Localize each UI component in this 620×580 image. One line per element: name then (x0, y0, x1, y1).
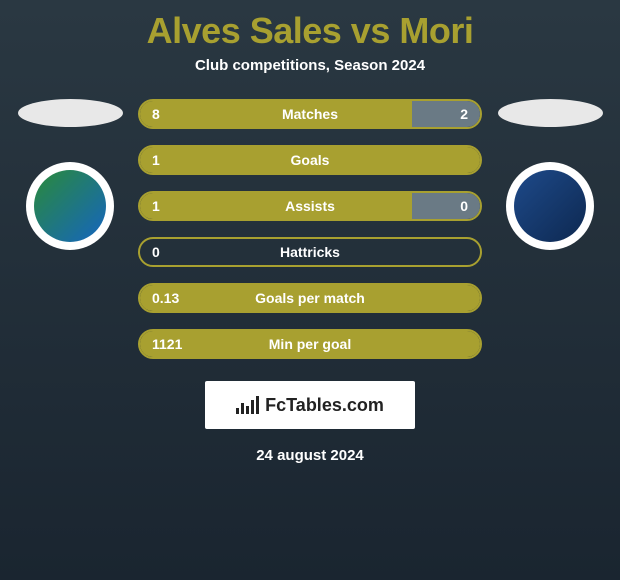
badge-inner-right (514, 170, 586, 242)
stat-bar: 1Assists0 (138, 191, 482, 221)
player-silhouette-left (18, 99, 123, 127)
badge-inner-left (34, 170, 106, 242)
brand-text: FcTables.com (265, 395, 384, 416)
stat-value-right: 2 (460, 106, 468, 122)
player-silhouette-right (498, 99, 603, 127)
team-col-right (490, 99, 610, 250)
team-badge-right (506, 162, 594, 250)
stat-bar: 8Matches2 (138, 99, 482, 129)
stat-bar: 1Goals (138, 145, 482, 175)
stat-label: Hattricks (140, 244, 480, 260)
comparison-row: 8Matches21Goals1Assists00Hattricks0.13Go… (10, 99, 610, 359)
stat-label: Matches (140, 106, 480, 122)
stat-bar: 1121Min per goal (138, 329, 482, 359)
stat-label: Assists (140, 198, 480, 214)
footer-date: 24 august 2024 (10, 447, 610, 464)
chart-icon (236, 396, 259, 414)
page-subtitle: Club competitions, Season 2024 (10, 57, 610, 74)
brand-badge: FcTables.com (205, 381, 415, 429)
stat-label: Goals (140, 152, 480, 168)
stat-value-right: 0 (460, 198, 468, 214)
stat-label: Goals per match (140, 290, 480, 306)
stat-label: Min per goal (140, 336, 480, 352)
page-title: Alves Sales vs Mori (10, 0, 610, 57)
team-col-left (10, 99, 130, 250)
stat-bar: 0Hattricks (138, 237, 482, 267)
team-badge-left (26, 162, 114, 250)
stats-column: 8Matches21Goals1Assists00Hattricks0.13Go… (138, 99, 482, 359)
stat-bar: 0.13Goals per match (138, 283, 482, 313)
